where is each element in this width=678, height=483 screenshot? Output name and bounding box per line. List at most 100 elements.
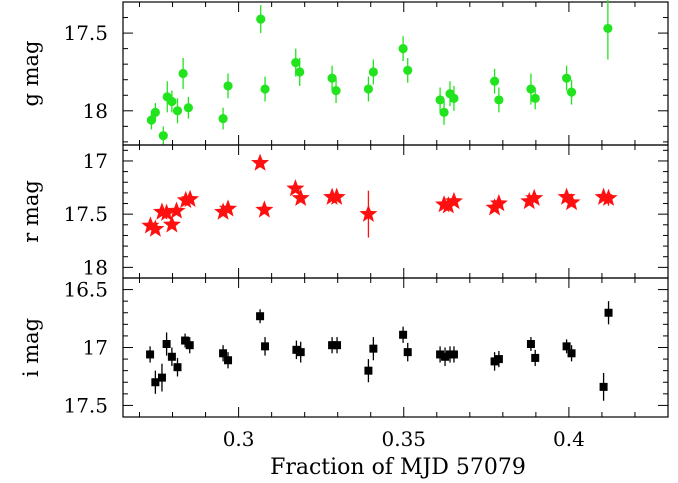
square-marker <box>441 352 450 361</box>
data-point <box>162 81 172 113</box>
star-marker <box>167 201 186 219</box>
star-marker <box>255 200 274 218</box>
data-point <box>604 301 613 325</box>
data-point <box>295 57 305 86</box>
star-marker <box>439 196 458 214</box>
data-point <box>449 346 458 363</box>
star-marker <box>525 188 544 206</box>
x-tick-label: 0.3 <box>223 427 255 451</box>
square-marker <box>256 312 265 321</box>
circle-marker <box>494 95 504 105</box>
data-point <box>331 78 341 104</box>
y-axis-label: i mag <box>19 318 43 377</box>
star-marker <box>359 204 378 222</box>
circle-marker <box>291 58 301 68</box>
data-point <box>489 68 500 94</box>
circle-marker <box>566 87 577 97</box>
data-point <box>599 188 618 206</box>
square-marker <box>296 348 305 357</box>
data-point <box>562 192 581 211</box>
circle-marker <box>260 84 270 94</box>
circle-marker <box>327 73 337 83</box>
star-marker <box>181 189 200 207</box>
data-point <box>296 341 305 363</box>
data-point <box>218 107 228 130</box>
data-point <box>286 179 305 197</box>
data-point <box>328 337 337 354</box>
star-marker <box>327 187 346 205</box>
square-marker <box>604 308 613 317</box>
square-marker <box>219 349 228 358</box>
data-point <box>178 57 188 90</box>
data-point <box>441 347 450 367</box>
data-point <box>439 99 449 125</box>
data-point <box>251 153 270 171</box>
star-marker <box>520 191 539 210</box>
square-marker <box>567 349 576 358</box>
data-point <box>167 90 177 113</box>
square-marker <box>490 357 499 366</box>
circle-marker <box>398 44 408 54</box>
data-point <box>151 370 160 394</box>
panel-g-mag: 17.5 18 g mag <box>19 0 669 146</box>
circle-marker <box>526 84 536 94</box>
data-point <box>260 76 270 102</box>
data-point <box>185 337 194 354</box>
circle-marker <box>146 115 157 125</box>
star-marker <box>146 219 165 237</box>
data-point <box>181 333 190 348</box>
data-point <box>223 73 233 99</box>
star-marker <box>444 191 463 210</box>
y-axis-label: g mag <box>19 41 43 107</box>
star-marker <box>557 187 576 205</box>
data-point <box>530 87 540 110</box>
square-marker <box>369 344 378 353</box>
circle-marker <box>331 85 341 96</box>
star-marker <box>599 188 618 206</box>
data-point <box>214 202 233 220</box>
panel-r-mag: 17 17.5 18 r mag <box>19 144 669 279</box>
x-tick-label: 0.4 <box>553 427 585 451</box>
circle-marker <box>218 113 228 124</box>
data-point <box>403 57 413 83</box>
star-marker <box>141 216 160 234</box>
data-point <box>489 194 508 212</box>
square-marker <box>328 341 337 350</box>
data-point <box>494 87 504 113</box>
panel-frame <box>122 1 669 146</box>
data-point <box>292 340 301 360</box>
square-marker <box>364 366 373 375</box>
circle-marker <box>368 67 378 77</box>
square-marker <box>494 355 503 364</box>
data-point <box>327 187 346 205</box>
data-point <box>256 5 266 34</box>
circle-marker <box>295 67 305 77</box>
data-point <box>403 342 412 362</box>
data-point <box>368 59 378 85</box>
star-marker <box>219 199 238 217</box>
data-point <box>157 203 176 221</box>
square-marker <box>436 350 445 359</box>
circle-marker <box>435 95 445 105</box>
y-tick-label: 17 <box>83 149 108 173</box>
square-marker <box>526 340 535 349</box>
data-point <box>494 350 503 368</box>
square-marker <box>157 373 166 382</box>
data-point <box>162 215 181 233</box>
data-point <box>363 76 374 102</box>
y-tick-label: 17.5 <box>63 202 108 226</box>
data-point <box>369 337 378 361</box>
data-point <box>219 345 228 362</box>
data-point <box>255 200 274 218</box>
data-point <box>531 349 540 367</box>
data-point <box>291 188 310 206</box>
y-tick-label: 17 <box>83 336 108 360</box>
data-point <box>562 339 571 354</box>
circle-marker <box>223 81 233 91</box>
square-marker <box>151 378 160 387</box>
data-point <box>146 219 165 237</box>
square-marker <box>224 356 233 365</box>
data-point <box>359 190 378 238</box>
data-point <box>567 345 576 362</box>
circle-marker <box>603 23 613 34</box>
